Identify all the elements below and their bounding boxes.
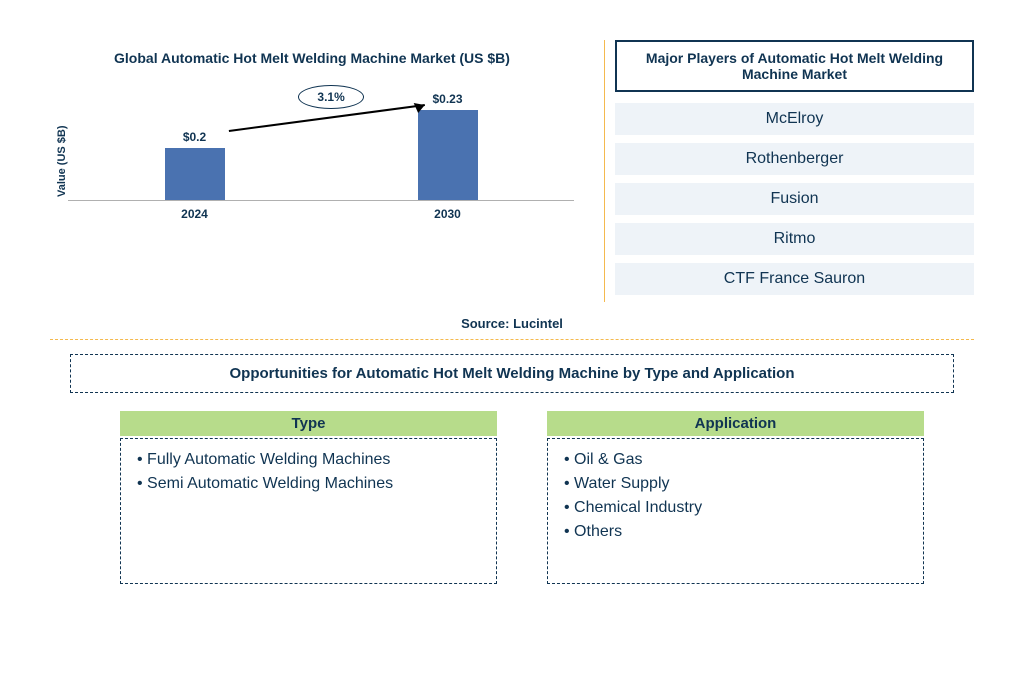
bar-group-1: $0.23	[403, 92, 493, 200]
opportunities-title: Opportunities for Automatic Hot Melt Wel…	[70, 354, 954, 393]
growth-rate: 3.1%	[298, 85, 363, 109]
x-labels: 2024 2030	[68, 207, 574, 221]
player-item-1: Rothenberger	[615, 142, 974, 176]
opps-item-0-1: Semi Automatic Welding Machines	[137, 475, 480, 493]
opps-header-type: Type	[120, 411, 497, 436]
chart-body: Value (US $B) $0.2 $0.23	[50, 91, 574, 231]
players-list: McElroy Rothenberger Fusion Ritmo CTF France…	[605, 102, 974, 296]
y-axis-label: Value (US $B)	[50, 91, 68, 231]
opps-item-1-1: Water Supply	[564, 475, 907, 493]
players-title: Major Players of Automatic Hot Melt Weld…	[615, 40, 974, 92]
chart-title: Global Automatic Hot Melt Welding Machin…	[50, 50, 574, 66]
bar-plot: $0.2 $0.23 3.1%	[68, 91, 574, 201]
bar-value-0: $0.2	[183, 130, 206, 144]
opps-col-type: Type Fully Automatic Welding Machines Sem…	[120, 411, 497, 584]
bar-1	[418, 110, 478, 200]
bar-0	[165, 148, 225, 200]
bar-group-0: $0.2	[150, 130, 240, 200]
opps-list-application: Oil & Gas Water Supply Chemical Industry Ot…	[547, 438, 924, 584]
bar-value-1: $0.23	[432, 92, 462, 106]
x-label-0: 2024	[150, 207, 240, 221]
opps-item-0-0: Fully Automatic Welding Machines	[137, 451, 480, 469]
opps-item-1-0: Oil & Gas	[564, 451, 907, 469]
player-item-0: McElroy	[615, 102, 974, 136]
chart-section: Global Automatic Hot Melt Welding Machin…	[50, 40, 574, 302]
opps-item-1-2: Chemical Industry	[564, 499, 907, 517]
player-item-3: Ritmo	[615, 222, 974, 256]
player-item-4: CTF France Sauron	[615, 262, 974, 296]
opps-header-application: Application	[547, 411, 924, 436]
opps-item-1-3: Others	[564, 523, 907, 541]
players-section: Major Players of Automatic Hot Melt Weld…	[604, 40, 974, 302]
top-row: Global Automatic Hot Melt Welding Machin…	[50, 40, 974, 302]
player-item-2: Fusion	[615, 182, 974, 216]
opps-list-type: Fully Automatic Welding Machines Semi Aut…	[120, 438, 497, 584]
divider	[50, 339, 974, 340]
source-label: Source: Lucintel	[50, 316, 974, 331]
plot-wrap: $0.2 $0.23 3.1%	[68, 91, 574, 231]
x-label-1: 2030	[403, 207, 493, 221]
opps-col-application: Application Oil & Gas Water Supply Chemica…	[547, 411, 924, 584]
opportunities-row: Type Fully Automatic Welding Machines Sem…	[50, 411, 974, 584]
